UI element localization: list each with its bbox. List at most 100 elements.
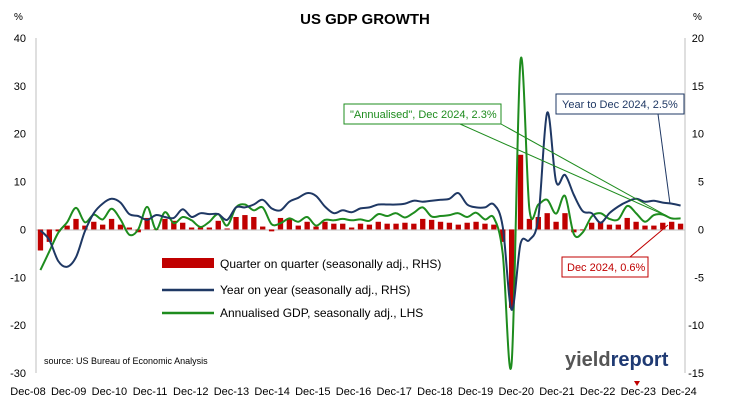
- x-tick-label: Dec-12: [173, 386, 208, 398]
- qoq-bar: [660, 222, 666, 230]
- x-tick-label: Dec-17: [376, 386, 411, 398]
- qoq-bar: [46, 229, 53, 242]
- left-axis-ticks: 40 30 20 10 0 -10 -20 -30: [10, 33, 26, 380]
- qoq-bar: [562, 213, 568, 230]
- qoq-bar: [597, 221, 604, 230]
- left-tick-label: -20: [10, 320, 26, 332]
- qoq-bar: [420, 218, 426, 230]
- qoq-bar: [588, 222, 595, 230]
- qoq-bar: [197, 227, 204, 230]
- qoq-bar: [82, 225, 88, 230]
- right-axis-unit: %: [693, 12, 702, 23]
- x-tick-label: Dec-22: [580, 386, 615, 398]
- qoq-bar: [268, 229, 275, 232]
- right-tick-label: -15: [688, 368, 704, 380]
- x-tick-label: Dec-24: [661, 386, 696, 398]
- qoq-bar: [206, 227, 213, 230]
- x-tick-label: Dec-09: [51, 386, 86, 398]
- right-tick-label: -5: [694, 272, 704, 284]
- qoq-bar: [188, 227, 195, 230]
- yieldreport-logo: yieldreport: [565, 349, 669, 371]
- qoq-bar: [553, 221, 559, 230]
- annotation-yoy: Year to Dec 2024, 2.5%: [555, 93, 685, 205]
- right-tick-label: 10: [692, 129, 704, 141]
- x-tick-label: Dec-21: [539, 386, 574, 398]
- qoq-bar: [526, 218, 533, 230]
- qoq-bar: [411, 223, 417, 230]
- qoq-bar: [633, 221, 639, 230]
- legend: Quarter on quarter (seasonally adj., RHS…: [162, 257, 441, 320]
- series-lines: [39, 56, 681, 386]
- right-tick-label: 0: [698, 224, 704, 236]
- qoq-bar: [108, 218, 115, 230]
- logo-text: yieldreport: [565, 349, 669, 371]
- qoq-bar: [348, 227, 355, 230]
- annotation-annualised-text: "Annualised", Dec 2024, 2.3%: [350, 109, 497, 121]
- qoq-bar: [171, 220, 177, 230]
- qoq-bar: [428, 219, 435, 230]
- x-tick-label: Dec-20: [499, 386, 534, 398]
- annotation-qoq: Dec 2024, 0.6%: [561, 224, 669, 278]
- qoq-bar: [100, 224, 106, 230]
- qoq-bar: [117, 224, 124, 230]
- legend-swatch-qoq: [162, 258, 214, 268]
- x-tick-label: Dec-11: [133, 386, 168, 398]
- left-tick-label: -10: [10, 272, 26, 284]
- qoq-bar: [91, 221, 97, 230]
- qoq-bar: [464, 222, 470, 230]
- x-tick-label: Dec-23: [621, 386, 656, 398]
- qoq-bar: [517, 154, 524, 230]
- qoq-bar: [473, 221, 479, 230]
- qoq-bar: [651, 225, 657, 230]
- legend-label-annualised: Annualised GDP, seasonally adj., LHS: [220, 306, 423, 320]
- x-tick-label: Dec-10: [92, 386, 127, 398]
- qoq-bar: [446, 222, 453, 230]
- source-note: source: US Bureau of Economic Analysis: [44, 356, 208, 366]
- qoq-bar: [322, 221, 328, 230]
- qoq-bar: [615, 224, 621, 230]
- latest-period-marker: [634, 381, 640, 386]
- qoq-bar: [162, 218, 168, 230]
- qoq-bar: [313, 226, 319, 230]
- qoq-bar: [64, 225, 70, 230]
- x-tick-label: Dec-16: [336, 386, 371, 398]
- qoq-bar: [508, 229, 515, 308]
- qoq-bar: [384, 223, 390, 230]
- qoq-bar: [482, 223, 488, 230]
- qoq-bar: [286, 218, 293, 230]
- x-tick-label: Dec-13: [214, 386, 249, 398]
- right-tick-label: 5: [698, 177, 704, 189]
- annotation-annualised: "Annualised", Dec 2024, 2.3%: [343, 103, 668, 217]
- right-tick-label: 20: [692, 33, 704, 45]
- right-axis-ticks: 20 15 10 5 0 -5 -10 -15: [688, 33, 704, 380]
- x-tick-label: Dec-18: [417, 386, 452, 398]
- left-tick-label: 30: [14, 81, 26, 93]
- year-on-year-line: [39, 111, 681, 311]
- qoq-bar: [437, 221, 444, 230]
- qoq-bar: [37, 229, 44, 251]
- x-tick-label: Dec-15: [295, 386, 330, 398]
- legend-label-qoq: Quarter on quarter (seasonally adj., RHS…: [220, 257, 441, 271]
- right-tick-label: 15: [692, 81, 704, 93]
- left-tick-label: 10: [14, 177, 26, 189]
- x-tick-label: Dec-08: [10, 386, 45, 398]
- qoq-bar: [260, 226, 266, 230]
- qoq-bar: [668, 221, 675, 230]
- qoq-bar: [251, 216, 257, 230]
- right-tick-label: -10: [688, 320, 704, 332]
- chart-title: US GDP GROWTH: [300, 11, 430, 28]
- qoq-bar: [455, 224, 461, 230]
- qoq-bar: [126, 227, 133, 230]
- qoq-bar: [642, 225, 648, 230]
- legend-label-yoy: Year on year (seasonally adj., RHS): [220, 283, 410, 297]
- qoq-bar: [242, 215, 248, 230]
- qoq-bar: [366, 224, 373, 230]
- qoq-bar: [224, 228, 230, 230]
- qoq-bar: [571, 229, 577, 233]
- qoq-bar: [295, 225, 301, 230]
- qoq-bar: [402, 222, 408, 230]
- qoq-bar: [491, 224, 497, 230]
- annotation-yoy-text: Year to Dec 2024, 2.5%: [562, 99, 678, 111]
- left-tick-label: 40: [14, 33, 26, 45]
